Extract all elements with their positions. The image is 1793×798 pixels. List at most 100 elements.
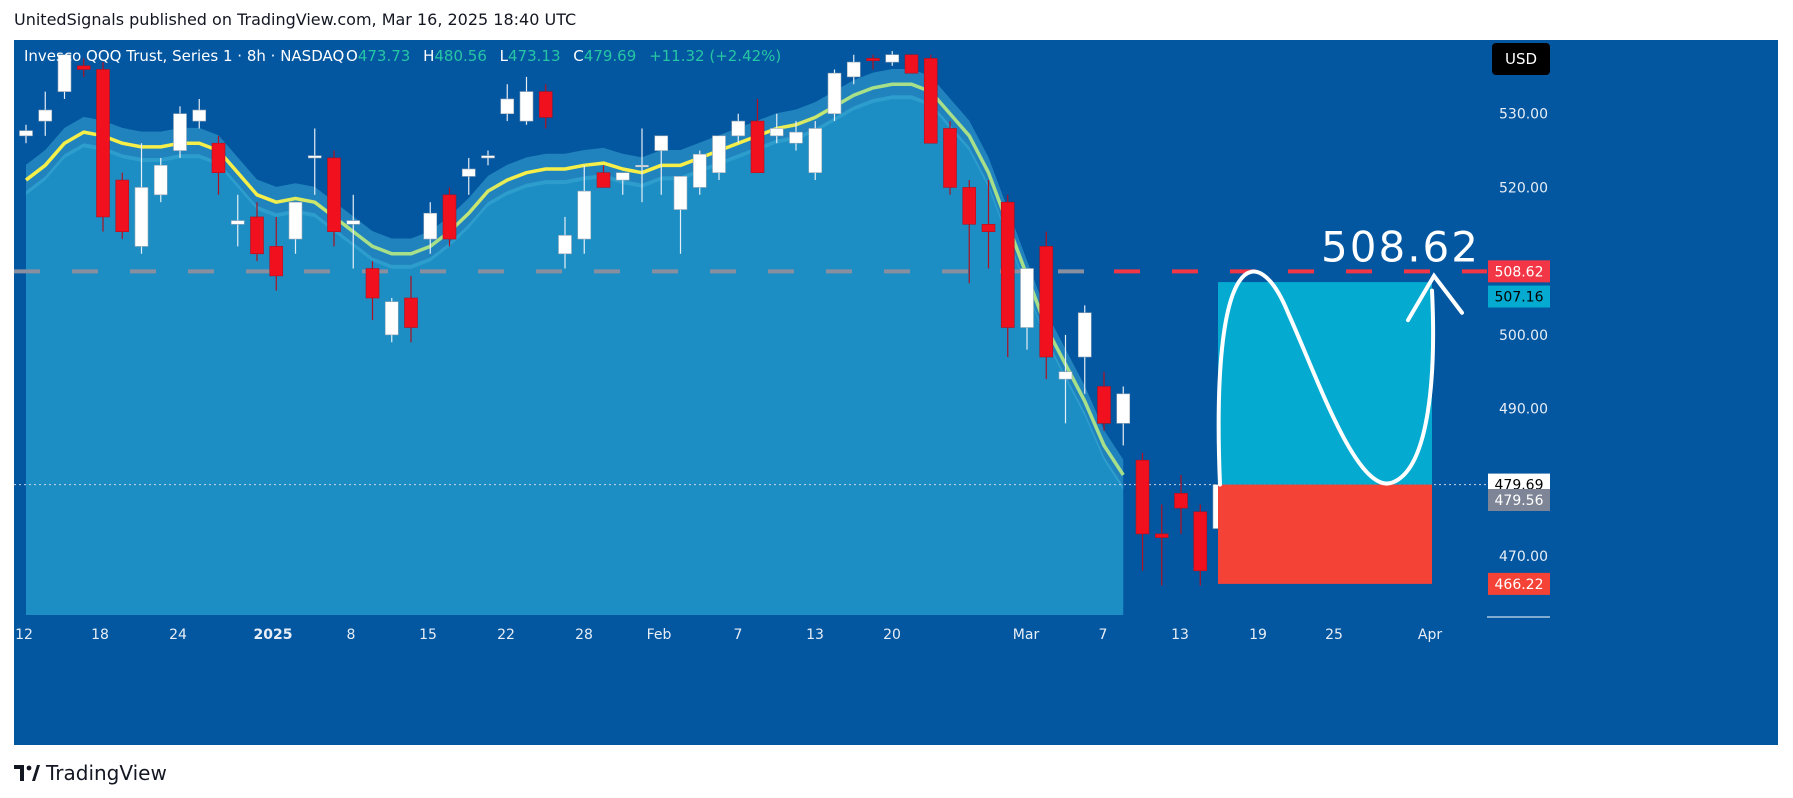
candle-body bbox=[384, 301, 399, 336]
candle bbox=[673, 176, 688, 254]
candle bbox=[76, 58, 91, 77]
level-lines-layer bbox=[14, 269, 1487, 486]
candle bbox=[538, 84, 553, 129]
candle-body bbox=[481, 155, 495, 159]
candle bbox=[1039, 231, 1054, 380]
legend-high: 480.56 bbox=[434, 47, 487, 65]
tradingview-logo-icon bbox=[14, 765, 40, 781]
currency-button-label[interactable]: USD bbox=[1505, 50, 1537, 68]
candle-body bbox=[635, 165, 649, 168]
candle bbox=[38, 91, 53, 136]
candle bbox=[134, 143, 149, 254]
candle bbox=[750, 98, 765, 173]
prior-level-badge-text: 507.16 bbox=[1495, 290, 1544, 306]
candle bbox=[1174, 474, 1188, 534]
candle bbox=[1116, 386, 1131, 446]
stop-price-badge-bg bbox=[1488, 572, 1550, 595]
y-tick-label: 530.00 bbox=[1499, 107, 1548, 123]
candle bbox=[96, 62, 110, 232]
x-tick-label: Feb bbox=[647, 627, 672, 643]
candle-body bbox=[712, 135, 726, 173]
candle bbox=[1058, 334, 1073, 424]
candle bbox=[1020, 268, 1034, 350]
candle-body bbox=[1058, 371, 1073, 380]
ma-band-layer bbox=[26, 68, 1124, 490]
legend-open-label: O bbox=[346, 47, 358, 65]
candle bbox=[558, 216, 572, 269]
legend-close: 479.69 bbox=[584, 47, 637, 65]
currency-button[interactable]: USD bbox=[1492, 43, 1550, 75]
candle-body bbox=[19, 130, 33, 137]
candle bbox=[404, 275, 418, 343]
price-axis[interactable]: 470.00 490.00 500.00 520.00 530.00 508.62 507.… bbox=[1487, 107, 1550, 618]
candle bbox=[153, 157, 168, 203]
target-zone bbox=[1218, 282, 1432, 485]
legend-low-label: L bbox=[500, 47, 509, 65]
ma-value-badge-text: 479.56 bbox=[1495, 493, 1544, 509]
candle bbox=[384, 298, 399, 343]
x-tick-label: 2025 bbox=[254, 627, 293, 643]
tradingview-logo[interactable]: TradingView bbox=[14, 760, 167, 786]
candle bbox=[250, 202, 264, 262]
candle-body bbox=[1000, 201, 1015, 328]
legend-high-label: H bbox=[423, 47, 434, 65]
candle-body bbox=[750, 120, 765, 173]
candle-body bbox=[1077, 312, 1092, 358]
candle-body bbox=[76, 65, 91, 70]
candle-body bbox=[442, 194, 457, 240]
y-tick-label: 470.00 bbox=[1499, 549, 1548, 565]
candle-body bbox=[615, 172, 630, 181]
time-axis-background bbox=[14, 615, 1487, 655]
candle bbox=[346, 194, 361, 269]
candle bbox=[827, 69, 842, 122]
candle bbox=[519, 76, 534, 125]
candle-body bbox=[885, 54, 900, 63]
candle-body bbox=[423, 212, 438, 240]
candle bbox=[1000, 194, 1015, 357]
candle-body bbox=[923, 58, 938, 144]
candle-body bbox=[38, 109, 53, 122]
x-tick-label: 20 bbox=[883, 627, 901, 643]
candle bbox=[846, 54, 861, 85]
candle bbox=[327, 150, 341, 247]
candle-body bbox=[269, 246, 284, 277]
candle bbox=[288, 201, 303, 254]
candle bbox=[211, 135, 226, 195]
candle-body bbox=[134, 187, 149, 247]
candle bbox=[1077, 305, 1092, 394]
candle-body bbox=[1154, 533, 1169, 538]
y-tick-label: 500.00 bbox=[1499, 328, 1548, 344]
candle-body bbox=[173, 113, 187, 151]
projection-curve bbox=[1216, 269, 1436, 487]
candle bbox=[904, 54, 919, 74]
candle-body bbox=[731, 120, 746, 137]
candle-body bbox=[230, 220, 245, 225]
candle bbox=[115, 172, 130, 240]
legend-low: 473.13 bbox=[508, 47, 561, 65]
candle-body bbox=[1174, 493, 1188, 509]
x-tick-label: 28 bbox=[575, 627, 593, 643]
candle-body bbox=[404, 297, 418, 328]
candle bbox=[269, 216, 284, 291]
x-tick-label: 12 bbox=[15, 627, 33, 643]
candle-body bbox=[153, 165, 168, 196]
candle-body bbox=[558, 235, 572, 255]
price-chart[interactable]: 508.62 470.00 490.00 500.00 520.00 530.00 508… bbox=[14, 40, 1778, 745]
x-tick-label: 7 bbox=[734, 627, 743, 643]
candle bbox=[885, 51, 900, 66]
candle bbox=[866, 54, 880, 70]
candle-body bbox=[461, 168, 476, 177]
target-price-badge-bg bbox=[1488, 260, 1550, 283]
legend-close-label: C bbox=[573, 47, 583, 65]
candle-body bbox=[577, 190, 592, 240]
time-axis[interactable]: 12 18 24 2025 8 15 22 28 Feb 7 13 20 Mar 7 13 19 25 Apr bbox=[15, 627, 1442, 643]
x-tick-label: Apr bbox=[1418, 627, 1442, 643]
publisher-line: UnitedSignals published on TradingView.c… bbox=[14, 10, 577, 29]
candle bbox=[577, 165, 592, 254]
candle bbox=[1097, 371, 1111, 431]
candle bbox=[1154, 504, 1169, 586]
candle-body bbox=[500, 98, 515, 115]
candle-body bbox=[943, 128, 957, 188]
candle-body bbox=[981, 223, 996, 232]
x-tick-label: 8 bbox=[347, 627, 356, 643]
